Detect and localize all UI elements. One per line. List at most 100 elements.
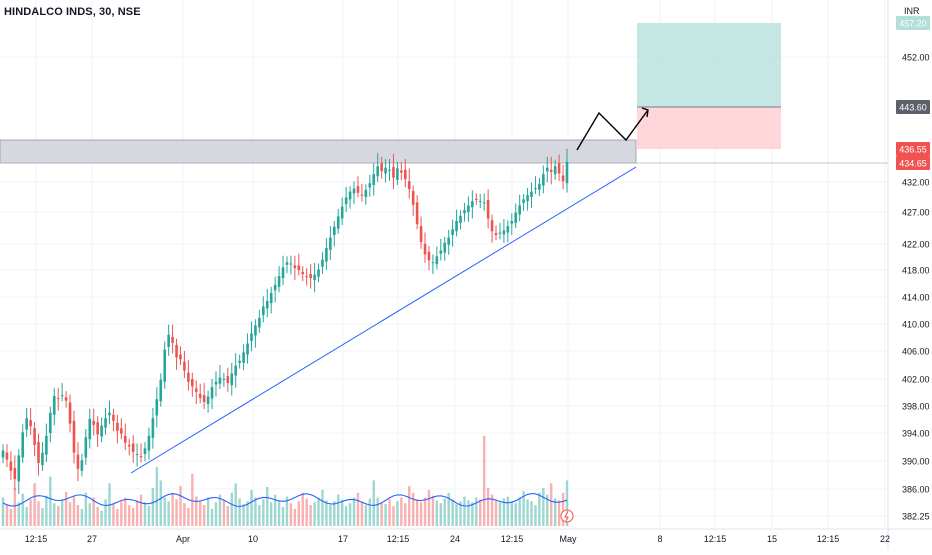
volume-bar	[37, 501, 40, 526]
volume-bar	[313, 502, 316, 526]
resistance-zone	[0, 139, 637, 164]
candle-body	[143, 448, 147, 454]
candle-body	[254, 325, 257, 336]
volume-bar	[80, 508, 84, 526]
y-tick-label: 402.00	[902, 375, 930, 385]
candle-body	[175, 344, 178, 358]
y-tick-label: 410.00	[902, 320, 930, 330]
candle-body	[439, 250, 443, 254]
volume-bar	[266, 487, 269, 526]
candle-body	[530, 191, 533, 197]
volume-bar	[33, 483, 36, 526]
x-tick-label: 12:15	[25, 534, 48, 544]
volume-bar	[550, 483, 553, 526]
candle-body	[56, 397, 60, 399]
projection-arrowhead	[641, 107, 649, 118]
drawings[interactable]	[130, 107, 649, 523]
candle-body	[226, 376, 230, 384]
volume-bar	[13, 488, 17, 526]
volume-bar	[1, 497, 5, 526]
candle-body	[131, 443, 135, 452]
candle-body	[68, 402, 72, 424]
candle-body	[37, 442, 40, 464]
candle-body	[159, 379, 163, 402]
x-tick-label: 27	[87, 534, 97, 544]
volume-bar	[254, 497, 257, 526]
volume-bar	[5, 505, 9, 526]
candle-body	[459, 215, 462, 223]
volume-bar	[84, 492, 88, 526]
candle-body	[92, 420, 96, 425]
projection-path	[576, 109, 649, 151]
candle-body	[100, 425, 103, 437]
volume-bars	[1, 435, 569, 526]
candle-body	[242, 352, 245, 363]
volume-bar	[411, 492, 415, 526]
volume-bar	[120, 501, 123, 526]
candle-body	[187, 372, 190, 382]
candle-body	[522, 199, 525, 203]
candle-body	[384, 167, 387, 174]
lightning-icon	[560, 509, 574, 523]
volume-bar	[482, 435, 486, 526]
volume-bar	[561, 492, 565, 526]
candle-body	[447, 237, 450, 245]
candle-body	[281, 267, 285, 279]
volume-bar	[317, 497, 320, 526]
volume-bar	[419, 502, 423, 526]
candle-body	[534, 188, 537, 190]
candle-body	[518, 205, 521, 215]
candle-body	[435, 256, 439, 265]
candle-body	[301, 272, 305, 275]
candle-body	[494, 233, 498, 236]
candle-body	[305, 276, 308, 278]
candle-body	[250, 333, 253, 341]
y-tick-label: 427.00	[902, 208, 930, 218]
candle-body	[49, 412, 52, 433]
candle-body	[262, 306, 265, 316]
volume-bar	[195, 496, 198, 526]
candle-body	[285, 262, 289, 265]
candle-body	[9, 461, 13, 471]
volume-bar	[206, 497, 210, 526]
candle-body	[329, 237, 332, 250]
candle-body	[167, 334, 170, 347]
volume-bar	[557, 500, 561, 526]
candle-body	[372, 174, 376, 185]
volume-bar	[226, 506, 230, 526]
volume-bar	[143, 502, 147, 526]
candle-body	[526, 195, 529, 202]
volume-bar	[475, 497, 478, 526]
candle-body	[360, 194, 364, 196]
volume-bar	[92, 497, 95, 526]
volume-bar	[281, 507, 285, 526]
x-tick-label: 15	[767, 534, 777, 544]
volume-bar	[49, 476, 52, 526]
candle-body	[396, 168, 399, 180]
volume-bar	[135, 500, 139, 526]
volume-bar	[479, 499, 482, 526]
volume-bar	[526, 499, 529, 526]
candle-body	[52, 395, 56, 415]
volume-bar	[210, 508, 214, 526]
candle-body	[325, 247, 328, 262]
candle-body	[246, 343, 249, 355]
volume-bar	[364, 505, 368, 526]
candle-body	[352, 188, 356, 194]
candle-body	[238, 360, 241, 363]
candle-body	[84, 437, 88, 458]
volume-bar	[163, 497, 166, 526]
volume-bar	[565, 480, 569, 526]
volume-bar	[183, 503, 186, 526]
y-tick-label: 382.25	[902, 512, 930, 522]
candle-body	[13, 468, 17, 480]
volume-bar	[269, 502, 273, 526]
candle-body	[463, 210, 466, 214]
candle-body	[45, 435, 48, 455]
volume-bar	[514, 503, 517, 526]
candle-body	[96, 422, 99, 435]
volume-bar	[21, 493, 24, 526]
volume-bar	[41, 507, 44, 526]
